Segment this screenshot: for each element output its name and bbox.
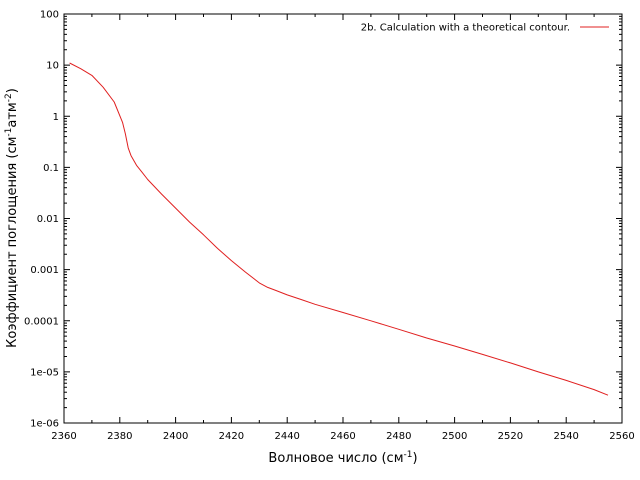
- x-tick-label: 2420: [219, 431, 244, 442]
- x-tick-label: 2400: [163, 431, 188, 442]
- x-tick-label: 2360: [51, 431, 76, 442]
- x-tick-label: 2440: [274, 431, 299, 442]
- y-tick-label: 0.0001: [24, 316, 59, 327]
- y-tick-label: 1e-05: [30, 367, 59, 378]
- series-line: [69, 62, 609, 396]
- y-tick-label: 100: [40, 10, 59, 21]
- x-tick-label: 2540: [553, 431, 578, 442]
- y-axis-title: Коэффициент поглощения (см-1атм-2): [4, 88, 20, 348]
- series-layer: [69, 62, 609, 396]
- y-tick-label: 0.01: [37, 214, 59, 225]
- x-tick-label: 2560: [609, 431, 634, 442]
- y-axis: 1e-06 1e-05 0.0001 0.001 0.01 0.1 1 10 100: [24, 10, 622, 430]
- x-axis-title: Волновое число (см-1): [268, 450, 417, 466]
- y-tick-label: 1: [53, 112, 59, 123]
- legend-label: 2b. Calculation with a theoretical conto…: [361, 23, 570, 34]
- x-axis: 2360 2380 2400 2420 2440 2460 2480 2500 2520 2540…: [51, 14, 635, 442]
- y-tick-label: 1e-06: [30, 419, 59, 430]
- legend: 2b. Calculation with a theoretical conto…: [361, 23, 609, 34]
- y-tick-label: 0.001: [30, 265, 59, 276]
- x-tick-label: 2500: [442, 431, 467, 442]
- x-tick-label: 2520: [498, 431, 523, 442]
- x-tick-label: 2460: [330, 431, 355, 442]
- plot-frame: [63, 13, 623, 424]
- y-tick-label: 10: [46, 61, 59, 72]
- x-tick-label: 2480: [386, 431, 411, 442]
- y-tick-label: 0.1: [43, 163, 59, 174]
- x-tick-label: 2380: [107, 431, 132, 442]
